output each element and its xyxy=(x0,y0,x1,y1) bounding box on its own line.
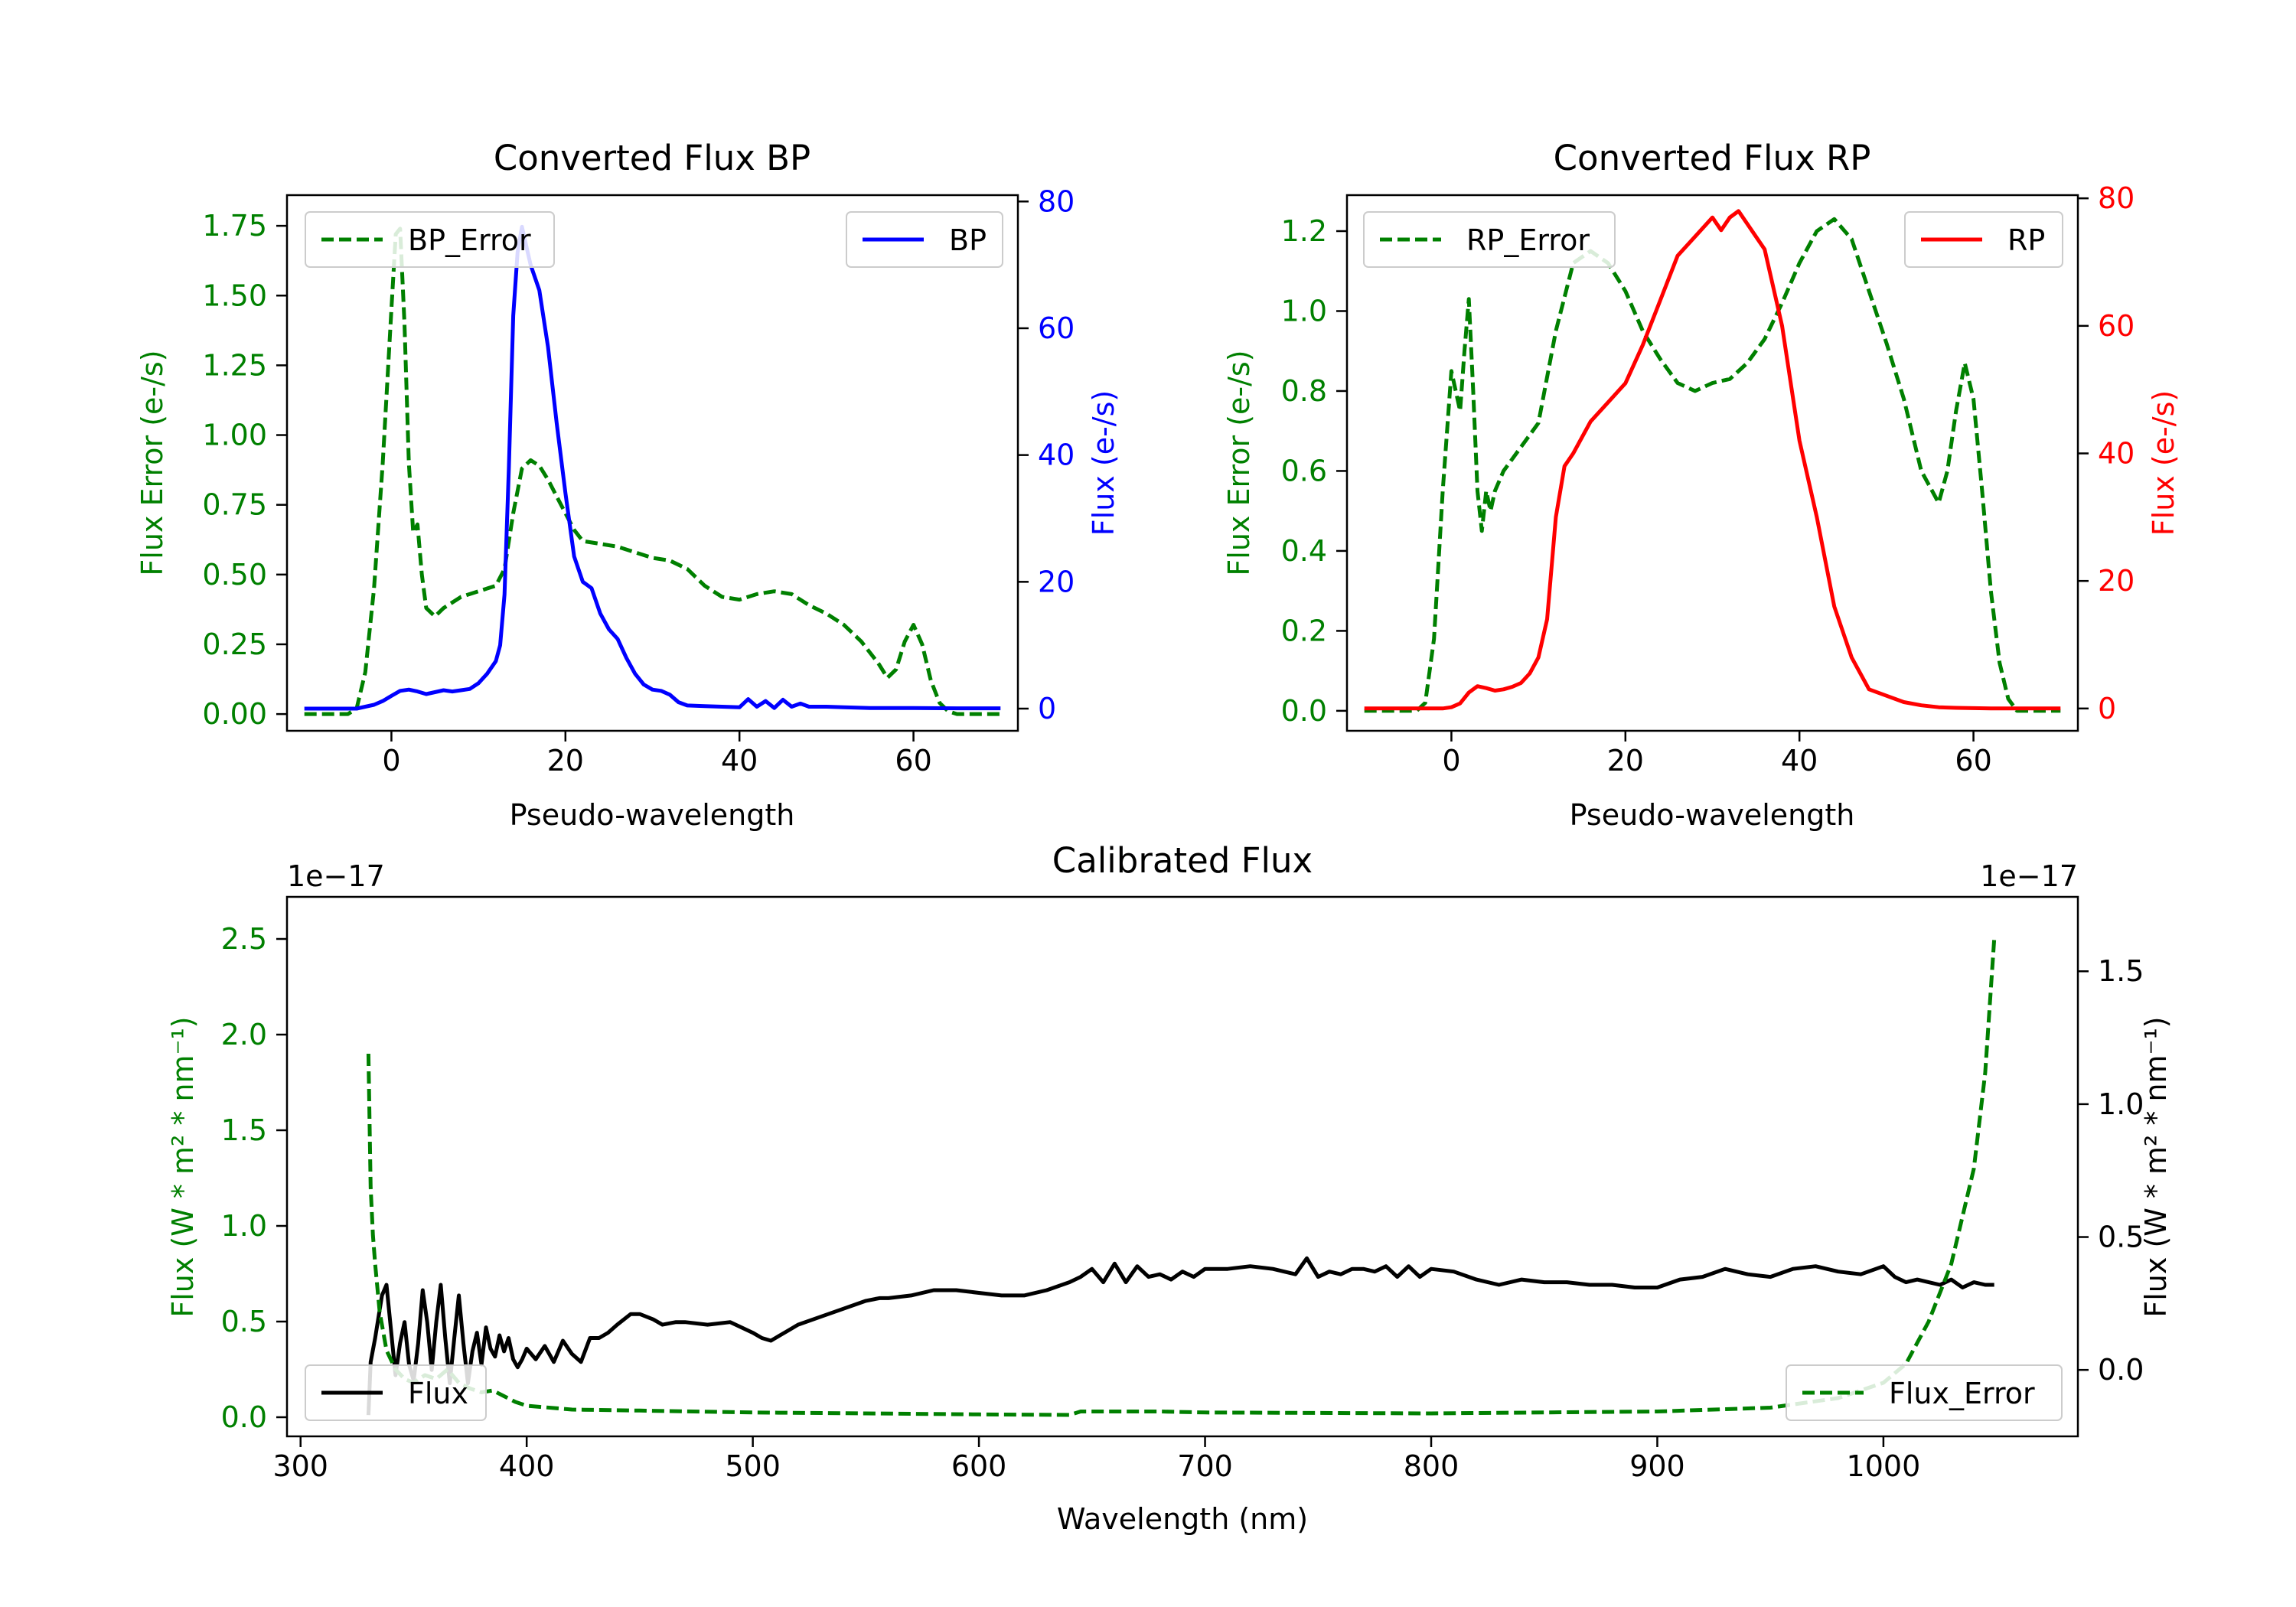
bp-x-axis-label: Pseudo-wavelength xyxy=(510,798,795,832)
cal-left-tick-label: 1.5 xyxy=(221,1113,267,1147)
bp-x-tick-label: 40 xyxy=(721,744,758,777)
bp-right-tick-label: 40 xyxy=(1038,438,1075,472)
rp-left-axis-label: Flux Error (e-/s) xyxy=(1222,350,1256,575)
calibrated-right-axis-label: Flux (W * m² * nm⁻¹) xyxy=(2139,1016,2173,1317)
bp-left-tick-label: 1.75 xyxy=(202,209,267,243)
cal-right-tick-label: 0.5 xyxy=(2098,1221,2144,1254)
calibrated-legend-error: Flux_Error xyxy=(1786,1364,2063,1421)
rp-right-tick-label: 80 xyxy=(2098,181,2135,215)
rp-right-tick-label: 20 xyxy=(2098,564,2135,598)
bp-legend-error: BP_Error xyxy=(305,211,555,268)
calibrated-panel: Calibrated Flux 1e−17 1e−17 300 400 500 600… xyxy=(166,840,2173,1536)
rp-x-tick-label: 40 xyxy=(1781,744,1818,777)
rp-legend-error: RP_Error xyxy=(1363,211,1616,268)
calibrated-legend-flux: Flux xyxy=(305,1364,487,1421)
cal-x-tick-label: 700 xyxy=(1177,1449,1233,1483)
rp-left-tick-label: 0.0 xyxy=(1281,694,1327,728)
bp-legend-flux-label: BP xyxy=(949,223,987,257)
calibrated-right-offset-text: 1e−17 xyxy=(1980,859,2078,893)
cal-left-tick-label: 2.0 xyxy=(221,1018,267,1051)
cal-left-tick-label: 1.0 xyxy=(221,1209,267,1243)
bp-right-axis-label: Flux (e-/s) xyxy=(1087,390,1120,536)
bp-right-tick-label: 80 xyxy=(1038,184,1075,218)
rp-panel: Converted Flux RP 0 20 40 60 0.0 0.2 0.4 0.6 0.8… xyxy=(1222,138,2180,832)
cal-left-tick-label: 0.0 xyxy=(221,1400,267,1434)
cal-right-tick-label: 1.5 xyxy=(2098,954,2144,988)
cal-x-tick-label: 300 xyxy=(272,1449,328,1483)
calibrated-left-axis-label: Flux (W * m² * nm⁻¹) xyxy=(166,1016,200,1317)
rp-left-tick-label: 0.8 xyxy=(1281,374,1327,408)
bp-left-tick-label: 0.50 xyxy=(202,558,267,592)
cal-x-tick-label: 1000 xyxy=(1847,1449,1921,1483)
bp-plot-frame xyxy=(285,194,1019,732)
rp-plot-frame xyxy=(1345,194,2079,732)
bp-left-tick-label: 0.25 xyxy=(202,627,267,661)
calibrated-plot-frame xyxy=(285,895,2079,1438)
bp-left-axis-label: Flux Error (e-/s) xyxy=(135,350,169,575)
cal-right-tick-label: 0.0 xyxy=(2098,1353,2144,1387)
bp-right-tick-label: 60 xyxy=(1038,311,1075,345)
rp-left-tick-label: 1.0 xyxy=(1281,294,1327,328)
bp-legend-flux: BP xyxy=(846,211,1003,268)
rp-right-tick-label: 60 xyxy=(2098,309,2135,343)
rp-legend-flux: RP xyxy=(1904,211,2063,268)
bp-right-tick-label: 0 xyxy=(1038,692,1056,725)
calibrated-title: Calibrated Flux xyxy=(1052,840,1313,881)
calibrated-legend-flux-label: Flux xyxy=(408,1377,468,1410)
rp-x-tick-label: 60 xyxy=(1955,744,1991,777)
bp-panel: Converted Flux BP 0 20 40 60 0.00 0.25 0.50 0.7… xyxy=(135,138,1120,832)
bp-left-tick-label: 1.50 xyxy=(202,279,267,312)
cal-x-tick-label: 600 xyxy=(951,1449,1007,1483)
bp-legend-error-label: BP_Error xyxy=(408,223,531,257)
bp-left-tick-label: 1.00 xyxy=(202,419,267,452)
bp-x-tick-label: 0 xyxy=(382,744,400,777)
bp-series-bp xyxy=(304,224,1001,711)
bp-left-tick-label: 0.00 xyxy=(202,697,267,731)
rp-left-tick-label: 1.2 xyxy=(1281,214,1327,248)
bp-x-tick-label: 60 xyxy=(895,744,931,777)
rp-right-tick-label: 40 xyxy=(2098,437,2135,471)
rp-series-rp-error xyxy=(1364,217,2061,713)
calibrated-x-axis-label: Wavelength (nm) xyxy=(1057,1502,1308,1536)
rp-x-tick-label: 20 xyxy=(1607,744,1644,777)
cal-x-tick-label: 900 xyxy=(1629,1449,1685,1483)
cal-left-tick-label: 2.5 xyxy=(221,922,267,956)
bp-right-tick-label: 20 xyxy=(1038,565,1075,598)
bp-title: Converted Flux BP xyxy=(494,138,810,178)
bp-left-tick-label: 1.25 xyxy=(202,348,267,382)
rp-left-tick-label: 0.2 xyxy=(1281,614,1327,647)
rp-right-axis-label: Flux (e-/s) xyxy=(2147,390,2180,536)
rp-title: Converted Flux RP xyxy=(1554,138,1871,178)
bp-x-tick-label: 20 xyxy=(547,744,584,777)
cal-x-tick-label: 400 xyxy=(499,1449,555,1483)
rp-left-tick-label: 0.4 xyxy=(1281,534,1327,568)
cal-left-tick-label: 0.5 xyxy=(221,1305,267,1338)
calibrated-legend-error-label: Flux_Error xyxy=(1889,1377,2035,1410)
cal-x-tick-label: 800 xyxy=(1404,1449,1459,1483)
rp-right-tick-label: 0 xyxy=(2098,692,2116,725)
cal-right-tick-label: 1.0 xyxy=(2098,1087,2144,1121)
rp-left-tick-label: 0.6 xyxy=(1281,454,1327,487)
rp-series-rp xyxy=(1364,209,2061,711)
cal-x-tick-label: 500 xyxy=(725,1449,781,1483)
rp-legend-error-label: RP_Error xyxy=(1466,223,1590,257)
rp-x-axis-label: Pseudo-wavelength xyxy=(1570,798,1855,832)
calibrated-left-offset-text: 1e−17 xyxy=(287,859,385,893)
rp-x-tick-label: 0 xyxy=(1442,744,1460,777)
bp-series-bp-error xyxy=(304,227,1001,716)
rp-legend-flux-label: RP xyxy=(2007,223,2045,257)
bp-left-tick-label: 0.75 xyxy=(202,488,267,522)
